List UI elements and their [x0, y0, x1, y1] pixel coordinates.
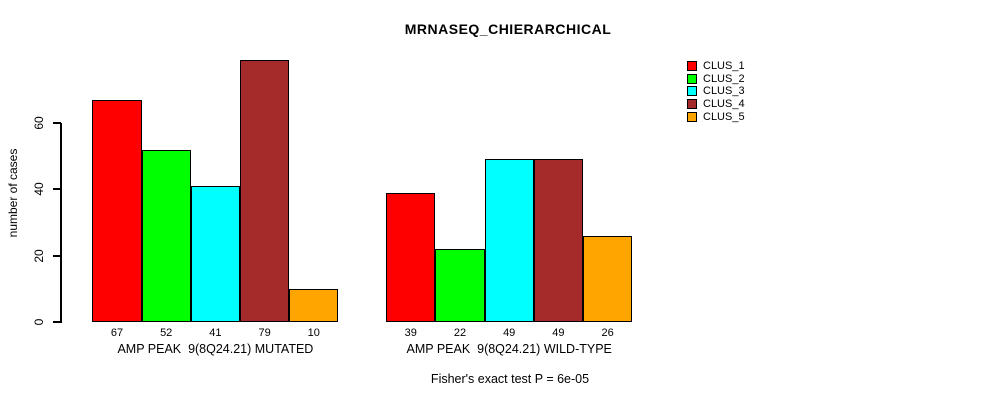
y-tick-label-60: 60: [32, 116, 46, 130]
bar-clus_5-group2: [583, 235, 633, 322]
legend-entry-clus_5: CLUS_5: [687, 110, 745, 123]
legend: CLUS_1 CLUS_2 CLUS_3 CLUS_4 CLUS_5: [687, 60, 745, 123]
footnote-fisher-test: Fisher's exact test P = 6e-05: [430, 372, 590, 386]
bar-value-label: 39: [404, 327, 417, 339]
bar-value-label: 67: [110, 327, 124, 339]
legend-label: CLUS_3: [703, 85, 745, 98]
x-group-label-2: AMP PEAK 9(8Q24.21) WILD-TYPE: [406, 342, 612, 356]
legend-label: CLUS_1: [703, 60, 745, 73]
bar-clus_3-group2: [484, 159, 534, 322]
legend-label: CLUS_5: [703, 110, 745, 123]
y-tick-label-20: 20: [32, 248, 46, 263]
y-tick-label-40: 40: [32, 182, 46, 197]
legend-swatch-clus_2: [687, 73, 697, 84]
legend-entry-clus_1: CLUS_1: [687, 60, 745, 73]
legend-entry-clus_4: CLUS_4: [687, 98, 745, 111]
legend-label: CLUS_2: [703, 72, 745, 85]
legend-entry-clus_2: CLUS_2: [687, 73, 745, 86]
y-tick-mark-0: [53, 321, 61, 323]
y-tick-mark-40: [53, 188, 61, 191]
bar-value-label: 41: [209, 327, 222, 339]
bar-clus_4-group1: [240, 59, 290, 322]
legend-swatch-clus_3: [687, 86, 697, 97]
bar-value-label: 22: [453, 327, 467, 339]
legend-label: CLUS_4: [703, 98, 745, 111]
bar-clus_1-group2: [386, 192, 436, 322]
bar-value-label: 79: [258, 327, 271, 339]
legend-swatch-clus_5: [687, 111, 697, 122]
y-tick-mark-60: [53, 121, 61, 124]
y-axis-label: number of cases: [6, 148, 20, 238]
bar-clus_3-group1: [190, 186, 240, 322]
bar-clus_2-group2: [435, 249, 485, 322]
x-group-label-1: AMP PEAK 9(8Q24.21) MUTATED: [117, 342, 314, 356]
bar-value-label: 49: [552, 327, 565, 339]
bar-value-label: 52: [160, 327, 173, 339]
bar-value-label: 10: [307, 327, 320, 339]
bar-clus_1-group1: [92, 99, 142, 322]
bar-clus_5-group1: [289, 288, 339, 322]
y-tick-label-0: 0: [32, 318, 46, 326]
bar-value-label: 49: [503, 327, 516, 339]
chart-title: MRNASEQ_CHIERARCHICAL: [404, 21, 612, 37]
y-axis-line: [60, 123, 62, 323]
bar-clus_4-group2: [533, 159, 583, 322]
bar-value-label: 26: [601, 327, 614, 339]
bar-clus_2-group1: [141, 149, 191, 322]
legend-swatch-clus_1: [687, 61, 697, 72]
y-tick-mark-20: [53, 254, 61, 257]
legend-entry-clus_3: CLUS_3: [687, 85, 745, 98]
legend-swatch-clus_4: [687, 99, 697, 110]
